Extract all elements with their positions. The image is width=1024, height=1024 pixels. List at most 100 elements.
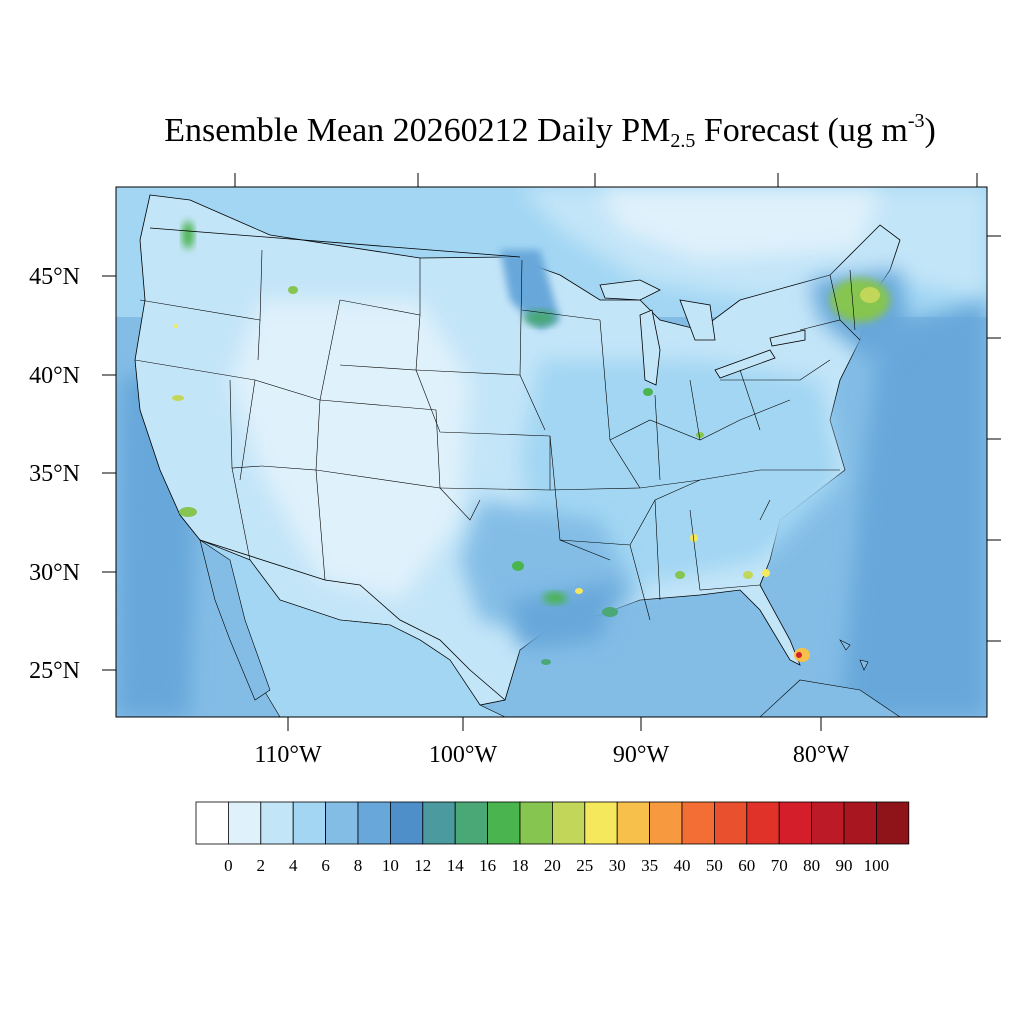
hotspot-georgia [743, 571, 753, 579]
title-superscript: -3 [907, 110, 925, 132]
colorbar: 0 2 4 6 8 10 12 14 16 18 20 25 30 35 40 50 60 70 80 90 100 [195, 801, 910, 875]
colorbar-swatch [325, 801, 359, 845]
lat-label: 35°N [29, 461, 80, 487]
colorbar-label: 90 [836, 856, 853, 875]
lon-labels: 110°W 100°W 90°W 80°W [254, 742, 849, 768]
lon-label: 110°W [254, 742, 322, 768]
baja-peninsula [199, 539, 271, 701]
colorbar-label: 12 [414, 856, 431, 875]
colorbar-swatch [552, 801, 586, 845]
lake-superior [599, 279, 661, 301]
colorbar-label: 20 [544, 856, 561, 875]
lat-label: 45°N [29, 264, 80, 290]
colorbar-label: 70 [771, 856, 788, 875]
us-canada-border [149, 227, 521, 258]
colorbar-swatch [616, 801, 651, 845]
hotspot-houston [543, 592, 567, 604]
colorbar-swatch [843, 801, 877, 845]
lon-label: 80°W [793, 742, 850, 768]
colorbar-swatch [778, 801, 813, 845]
lon-label: 100°W [429, 742, 498, 768]
louisiana-elevated-region [510, 580, 620, 650]
map-title: Ensemble Mean 20260212 Daily PM2.5 Forec… [0, 110, 1024, 153]
colorbar-label: 80 [803, 856, 820, 875]
lake-huron [679, 299, 716, 341]
red-river-band [500, 250, 560, 330]
colorbar-swatch [746, 801, 780, 845]
colorbar-swatch [681, 801, 715, 845]
colorbar-swatch [584, 801, 618, 845]
hotspot-oregon [174, 324, 178, 328]
hotspot-south-florida-core [796, 652, 802, 658]
colorbar-label: 6 [321, 856, 330, 875]
colorbar-label: 25 [576, 856, 593, 875]
hotspot-montana [288, 286, 298, 294]
lat-labels: 45°N 40°N 35°N 30°N 25°N [29, 264, 80, 684]
colorbar-swatch [811, 801, 845, 845]
colorbar-swatch [422, 801, 456, 845]
lon-label: 90°W [613, 742, 670, 768]
hotspot-seattle [182, 221, 194, 249]
colorbar-label: 30 [609, 856, 626, 875]
lat-label: 30°N [29, 560, 80, 586]
hotspot-lake-charles [575, 588, 583, 594]
map-frame [115, 186, 988, 718]
colorbar-label: 100 [864, 856, 890, 875]
colorbar-label: 16 [479, 856, 496, 875]
hotspot-chicago [643, 388, 653, 396]
colorbar-swatch [195, 801, 229, 845]
colorbar-label: 18 [512, 856, 529, 875]
canada-clean-band [600, 190, 880, 260]
colorbar-label: 10 [382, 856, 399, 875]
colorbar-label: 8 [354, 856, 363, 875]
title-subscript: 2.5 [670, 130, 696, 152]
title-main: Ensemble Mean 20260212 Daily PM [164, 112, 671, 149]
colorbar-label: 50 [706, 856, 723, 875]
title-middle: Forecast (ug m [695, 112, 908, 149]
interior-clean-region [230, 300, 470, 600]
hotspot-new-orleans [602, 607, 618, 617]
colorbar-swatch [227, 801, 262, 845]
bahamas-islands [839, 639, 869, 671]
hotspot-new-england-core [860, 287, 880, 303]
colorbar-swatch [454, 801, 489, 845]
hotspot-south-texas [541, 659, 551, 665]
hotspot-kentucky [696, 432, 704, 438]
colorbar-swatch [714, 801, 748, 845]
colorbar-swatch [519, 801, 553, 845]
lake-michigan [639, 309, 661, 386]
hotspot-mobile [675, 571, 685, 579]
title-end: ) [924, 112, 936, 149]
colorbar-label: 60 [738, 856, 755, 875]
hotspot-jacksonville [762, 569, 770, 577]
state-boundaries [134, 249, 861, 621]
hotspot-austin [512, 561, 524, 571]
hotspot-alabama [690, 534, 698, 542]
colorbar-swatch [260, 801, 294, 845]
colorbar-label: 0 [224, 856, 233, 875]
hotspot-sacramento [172, 395, 184, 401]
colorbar-swatch [389, 801, 424, 845]
colorbar-swatch [487, 801, 521, 845]
colorbar-label: 4 [289, 856, 298, 875]
hotspot-los-angeles [179, 507, 197, 517]
colorbar-label: 14 [447, 856, 465, 875]
hotspot-minnesota [524, 310, 556, 326]
atlantic-band [840, 300, 987, 717]
colorbar-swatch [292, 801, 327, 845]
colorbar-swatch [357, 801, 391, 845]
lake-erie [714, 349, 776, 379]
map-plot-area [116, 187, 987, 717]
colorbar-label: 2 [257, 856, 266, 875]
map-ticks [102, 173, 1001, 731]
lat-label: 40°N [29, 363, 80, 389]
colorbar-label: 35 [641, 856, 658, 875]
colorbar-swatch [649, 801, 683, 845]
colorbar-label: 40 [674, 856, 691, 875]
lat-label: 25°N [29, 658, 80, 684]
lake-ontario [769, 329, 806, 347]
us-mexico-border [199, 539, 506, 701]
cuba-island [759, 679, 901, 717]
colorbar-swatch [876, 801, 910, 845]
